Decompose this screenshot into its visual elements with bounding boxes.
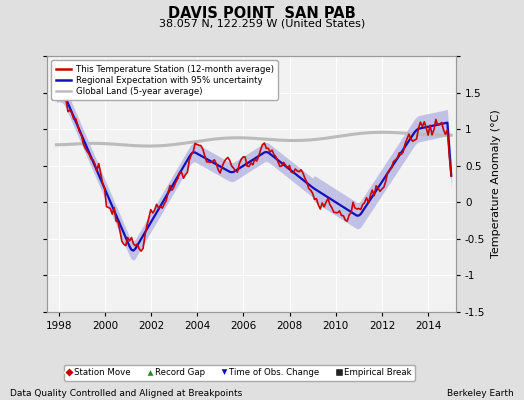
Y-axis label: Temperature Anomaly (°C): Temperature Anomaly (°C) xyxy=(491,110,501,258)
Text: Data Quality Controlled and Aligned at Breakpoints: Data Quality Controlled and Aligned at B… xyxy=(10,389,243,398)
Legend: Station Move, Record Gap, Time of Obs. Change, Empirical Break: Station Move, Record Gap, Time of Obs. C… xyxy=(64,365,414,381)
Text: Berkeley Earth: Berkeley Earth xyxy=(447,389,514,398)
Text: 38.057 N, 122.259 W (United States): 38.057 N, 122.259 W (United States) xyxy=(159,18,365,28)
Text: DAVIS POINT  SAN PAB: DAVIS POINT SAN PAB xyxy=(168,6,356,21)
